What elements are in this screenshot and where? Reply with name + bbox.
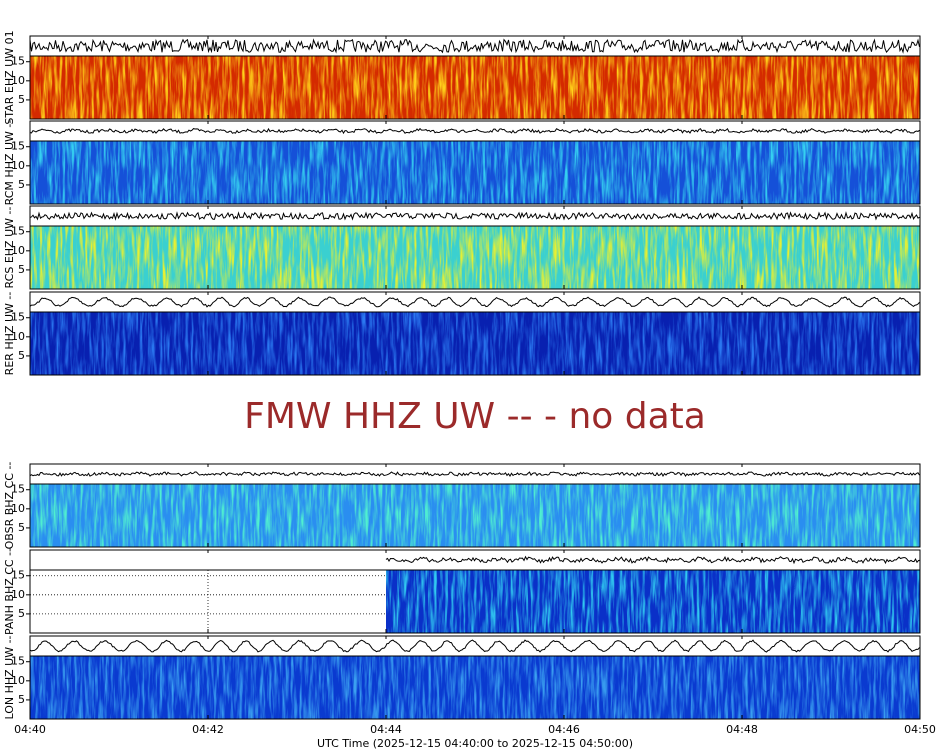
x-tick-label: 04:50 (904, 723, 936, 736)
spectrogram-noise (30, 56, 920, 119)
spectrogram (30, 56, 920, 119)
spectrogram-noise (386, 570, 920, 633)
spectrogram (30, 312, 920, 375)
station-label: PANH BHZ CC -- (3, 548, 16, 635)
y-tick-label: 5 (18, 349, 25, 362)
station-label: LON HHZ UW -- (3, 635, 16, 719)
y-tick-label: 15 (11, 140, 25, 153)
y-tick-label: 15 (11, 55, 25, 68)
waveform (385, 555, 921, 565)
x-axis-label: UTC Time (2025-12-15 04:40:00 to 2025-12… (317, 737, 633, 750)
no-data-message: FMW HHZ UW -- - no data (244, 396, 706, 437)
y-tick-label: 10 (11, 330, 25, 343)
station-label: OBSR BHZ CC -- (3, 462, 16, 550)
y-tick-label: 5 (18, 178, 25, 191)
station-label: RCS EHZ UW -- (3, 207, 16, 289)
y-tick-label: 5 (18, 607, 25, 620)
y-tick-label: 10 (11, 674, 25, 687)
y-tick-label: 10 (11, 159, 25, 172)
y-tick-label: 15 (11, 483, 25, 496)
spectrogram-frame (29, 140, 921, 205)
x-tick-label: 04:44 (370, 723, 402, 736)
station-label: RCM HHZ UW -- (3, 120, 16, 206)
x-tick-label: 04:42 (192, 723, 224, 736)
waveform (29, 38, 920, 54)
waveform-frame (29, 291, 921, 313)
y-tick-label: 10 (11, 244, 25, 257)
waveform (29, 127, 920, 135)
y-tick-label: 5 (18, 693, 25, 706)
y-tick-label: 10 (11, 74, 25, 87)
y-tick-label: 5 (18, 521, 25, 534)
spectrogram-noise (30, 484, 920, 547)
spectrogram-noise (30, 656, 920, 719)
spectrogram-frame (29, 311, 921, 376)
y-tick-label: 10 (11, 588, 25, 601)
spectrogram (30, 141, 920, 204)
waveform-frame (29, 635, 921, 657)
y-tick-label: 15 (11, 311, 25, 324)
waveform-frame (29, 205, 921, 227)
spectrogram-frame (29, 655, 921, 720)
y-tick-label: 10 (11, 502, 25, 515)
x-tick-label: 04:40 (14, 723, 46, 736)
station-label: STAR EHZ UW 01 (3, 30, 16, 124)
spectrogram (30, 226, 920, 289)
y-tick-label: 5 (18, 93, 25, 106)
y-tick-label: 15 (11, 225, 25, 238)
y-tick-label: 15 (11, 569, 25, 582)
spectrogram-frame (29, 55, 921, 120)
x-tick-label: 04:46 (548, 723, 580, 736)
spectrogram-frame (29, 225, 921, 290)
waveform (29, 471, 920, 478)
waveform (29, 639, 920, 653)
spectrogram (30, 656, 920, 719)
y-tick-label: 15 (11, 655, 25, 668)
spectrogram (386, 570, 920, 633)
waveform (29, 211, 920, 221)
spectrogram-frame (29, 483, 921, 548)
spectrogram-noise (30, 226, 920, 289)
x-tick-label: 04:48 (726, 723, 758, 736)
waveform (29, 296, 920, 308)
spectrogram-noise (30, 141, 920, 204)
spectrogram (30, 484, 920, 547)
spectrogram-frame (29, 569, 921, 634)
spectrogram-noise (30, 312, 920, 375)
station-label: RER HHZ UW -- (3, 292, 16, 376)
y-tick-label: 5 (18, 263, 25, 276)
